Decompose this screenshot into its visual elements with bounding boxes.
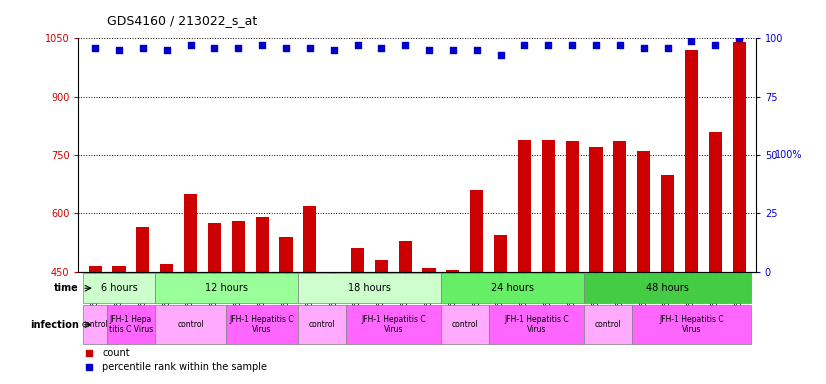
Text: control: control: [82, 320, 108, 329]
Bar: [255, 217, 268, 384]
Point: [709, 42, 722, 48]
Bar: [83, 273, 154, 303]
Bar: [298, 305, 345, 344]
Text: JFH-1 Hepatitis C
Virus: JFH-1 Hepatitis C Virus: [230, 315, 294, 334]
Bar: [584, 305, 632, 344]
Bar: [154, 305, 226, 344]
Point: [661, 45, 674, 51]
Text: JFH-1 Hepatitis C
Virus: JFH-1 Hepatitis C Virus: [504, 315, 568, 334]
Point: [733, 35, 746, 41]
Bar: [661, 175, 674, 384]
Bar: [345, 305, 441, 344]
Bar: [584, 273, 751, 303]
Point: [208, 45, 221, 51]
Bar: [590, 147, 602, 384]
Text: count: count: [102, 348, 130, 358]
Bar: [470, 190, 483, 384]
Bar: [685, 50, 698, 384]
Text: 12 hours: 12 hours: [205, 283, 248, 293]
Text: percentile rank within the sample: percentile rank within the sample: [102, 362, 267, 372]
Text: control: control: [595, 320, 621, 329]
Bar: [613, 141, 626, 384]
Bar: [446, 270, 459, 384]
Text: 6 hours: 6 hours: [101, 283, 137, 293]
Text: control: control: [178, 320, 204, 329]
Text: control: control: [452, 320, 478, 329]
Point: [279, 45, 292, 51]
Point: [590, 42, 603, 48]
Bar: [136, 227, 150, 384]
Bar: [327, 272, 340, 384]
Text: control: control: [308, 320, 335, 329]
Bar: [112, 266, 126, 384]
Bar: [542, 139, 555, 384]
Point: [160, 47, 173, 53]
Bar: [107, 305, 154, 344]
Bar: [232, 221, 244, 384]
Bar: [441, 273, 584, 303]
Point: [566, 42, 579, 48]
Point: [494, 52, 507, 58]
Point: [303, 45, 316, 51]
Point: [637, 45, 650, 51]
Bar: [375, 260, 388, 384]
Bar: [184, 194, 197, 384]
Bar: [489, 305, 584, 344]
Text: JFH-1 Hepatitis C
Virus: JFH-1 Hepatitis C Virus: [361, 315, 425, 334]
Bar: [566, 141, 579, 384]
Point: [112, 47, 126, 53]
Y-axis label: 100%: 100%: [775, 150, 803, 160]
Point: [231, 45, 244, 51]
Point: [88, 45, 102, 51]
Text: time: time: [55, 283, 79, 293]
Point: [399, 42, 412, 48]
Bar: [441, 305, 489, 344]
Bar: [518, 139, 531, 384]
Bar: [709, 132, 722, 384]
Point: [351, 42, 364, 48]
Point: [255, 42, 268, 48]
Bar: [494, 235, 507, 384]
Bar: [88, 266, 102, 384]
Point: [327, 47, 340, 53]
Bar: [298, 273, 441, 303]
Bar: [351, 248, 364, 384]
Point: [613, 42, 626, 48]
Text: 24 hours: 24 hours: [491, 283, 534, 293]
Point: [422, 47, 435, 53]
Bar: [83, 305, 107, 344]
Bar: [632, 305, 751, 344]
Point: [685, 38, 698, 44]
Point: [542, 42, 555, 48]
Bar: [303, 206, 316, 384]
Bar: [733, 42, 746, 384]
Text: 18 hours: 18 hours: [348, 283, 391, 293]
Point: [518, 42, 531, 48]
Bar: [154, 273, 298, 303]
Point: [446, 47, 459, 53]
Bar: [399, 241, 412, 384]
Bar: [226, 305, 298, 344]
Text: GDS4160 / 213022_s_at: GDS4160 / 213022_s_at: [107, 14, 258, 27]
Bar: [160, 264, 173, 384]
Bar: [279, 237, 292, 384]
Point: [136, 45, 150, 51]
Point: [375, 45, 388, 51]
Point: [470, 47, 483, 53]
Text: JFH-1 Hepatitis C
Virus: JFH-1 Hepatitis C Virus: [659, 315, 724, 334]
Point: [184, 42, 197, 48]
Bar: [422, 268, 435, 384]
Text: 48 hours: 48 hours: [646, 283, 689, 293]
Text: infection: infection: [30, 320, 79, 330]
Bar: [208, 223, 221, 384]
Bar: [637, 151, 650, 384]
Text: JFH-1 Hepa
titis C Virus: JFH-1 Hepa titis C Virus: [109, 315, 153, 334]
